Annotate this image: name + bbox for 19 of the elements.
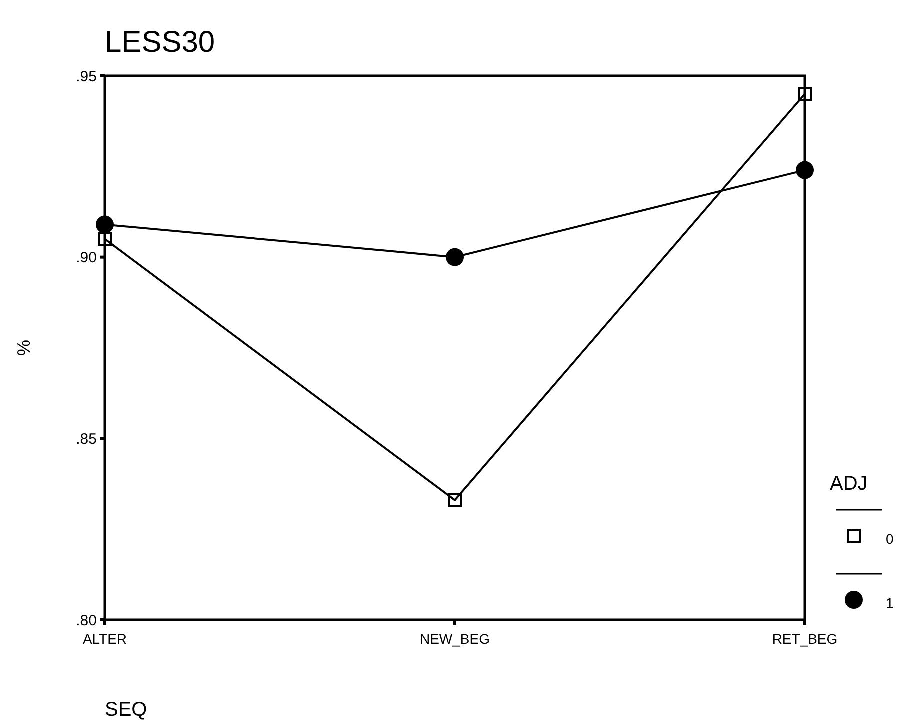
y-tick-label: .90 bbox=[76, 250, 97, 267]
point bbox=[448, 493, 462, 508]
legend-label: 1 bbox=[886, 595, 894, 611]
y-tick-label: .80 bbox=[76, 612, 97, 630]
point bbox=[796, 161, 814, 180]
x-tick-label: ALTER bbox=[82, 631, 128, 647]
y-tick-label: .85 bbox=[76, 430, 97, 448]
x-tick-label: RET_BEG bbox=[772, 631, 838, 647]
legend-title: ADJ bbox=[830, 473, 868, 495]
point bbox=[98, 232, 112, 246]
legend-label: 0 bbox=[886, 531, 894, 547]
y-axis-title: % bbox=[14, 340, 34, 356]
point bbox=[446, 248, 464, 266]
point bbox=[798, 87, 812, 102]
x-axis-title: SEQ bbox=[105, 699, 148, 721]
point bbox=[96, 216, 114, 234]
y-tick-label: .95 bbox=[76, 68, 97, 86]
x-tick-label: NEW_BEG bbox=[420, 631, 490, 647]
chart-title: LESS30 bbox=[105, 26, 216, 59]
